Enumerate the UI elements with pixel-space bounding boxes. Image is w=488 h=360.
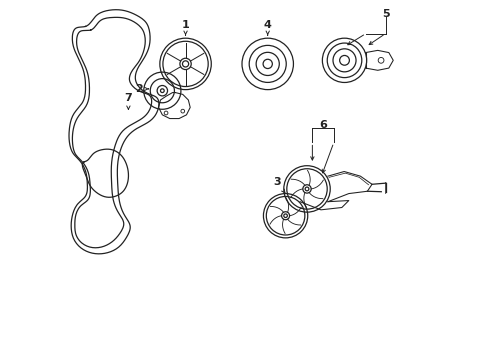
Text: 5: 5 [381,9,388,19]
Text: 4: 4 [263,19,271,35]
Text: 3: 3 [272,177,285,193]
Text: 2: 2 [135,84,148,94]
Text: 7: 7 [124,93,132,109]
Text: 1: 1 [182,19,189,35]
Text: 6: 6 [319,120,326,130]
